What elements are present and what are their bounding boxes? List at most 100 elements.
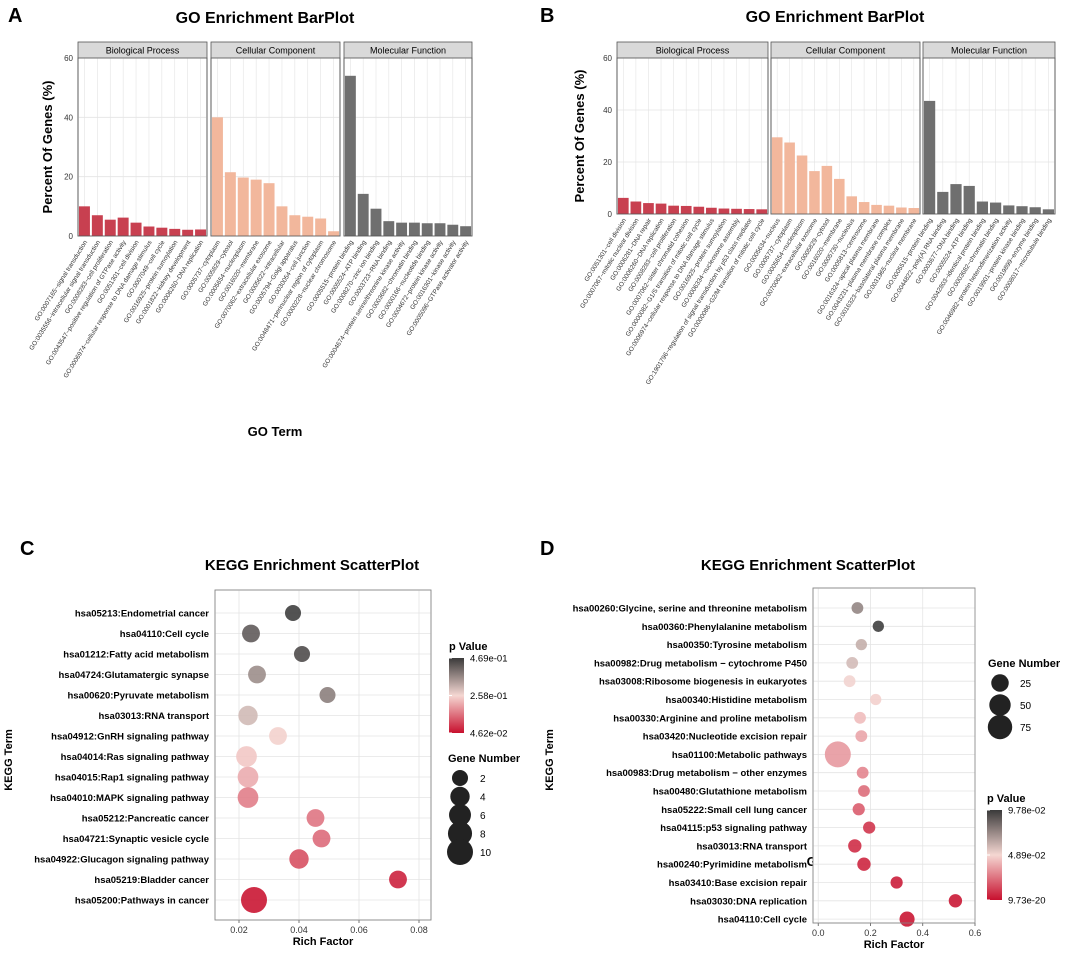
y-tick-label: hsa00360:Phenylalanine metabolism <box>642 622 807 633</box>
bar <box>396 222 408 236</box>
color-legend-title: p Value <box>449 641 488 653</box>
size-legend-dot <box>447 839 473 865</box>
color-legend-label: 9.78e-02 <box>1008 806 1046 817</box>
y-tick-label: hsa00330:Arginine and proline metabolism <box>613 713 807 724</box>
plot-border <box>214 589 432 921</box>
data-point <box>854 711 866 724</box>
plot-border <box>812 587 976 924</box>
size-legend-title: Gene Number <box>448 753 521 765</box>
bar <box>1003 205 1015 214</box>
y-tick-label: 0 <box>69 232 74 241</box>
bar <box>668 205 679 214</box>
bar <box>250 179 262 236</box>
color-legend-title: p Value <box>987 793 1026 805</box>
size-legend-dot <box>449 804 471 826</box>
data-point <box>863 821 876 834</box>
size-legend-label: 10 <box>480 848 492 859</box>
x-tick-label: 0.6 <box>969 928 982 938</box>
y-tick-label: hsa05200:Pathways in cancer <box>75 896 209 907</box>
bar <box>460 226 472 236</box>
facet-border <box>77 57 208 237</box>
x-tick-label: 0.4 <box>916 928 929 938</box>
bar <box>237 177 249 236</box>
bar <box>117 217 129 236</box>
data-point <box>237 766 259 788</box>
color-legend-label: 4.69e-01 <box>470 654 508 665</box>
data-point <box>824 741 851 768</box>
bar <box>950 184 962 214</box>
facet-border <box>343 57 473 237</box>
bar <box>989 202 1002 214</box>
bar <box>731 208 742 214</box>
facet-strip-label: Cellular Component <box>806 46 886 56</box>
bar <box>896 207 907 214</box>
bar <box>883 205 895 214</box>
y-tick-label: hsa05213:Endometrial cancer <box>75 609 209 620</box>
color-legend-label: 4.89e-02 <box>1008 851 1046 862</box>
facet-strip-label: Molecular Function <box>370 46 446 56</box>
bar <box>693 206 705 214</box>
data-point <box>241 887 267 913</box>
y-tick-label: hsa00340:Histidine metabolism <box>666 695 808 706</box>
y-tick-label: hsa04922:Glucagon signaling pathway <box>34 855 209 866</box>
facet-strip-label: Molecular Function <box>951 46 1027 56</box>
bar <box>923 100 936 214</box>
y-axis-label: Percent Of Genes (%) <box>40 81 55 214</box>
size-legend-label: 6 <box>480 811 486 822</box>
y-tick-label: hsa01100:Metabolic pathways <box>672 750 807 761</box>
facet-border <box>210 57 341 237</box>
panel-label-d: D <box>540 538 554 560</box>
size-legend-dot <box>450 786 470 807</box>
y-tick-label: hsa04015:Rap1 signaling pathway <box>55 773 210 784</box>
bar <box>370 208 382 236</box>
y-tick-label: hsa04010:MAPK signaling pathway <box>50 793 210 804</box>
y-tick-label: 40 <box>64 113 73 122</box>
go-barplot-a: GO Enrichment BarPlot Percent Of Genes (%… <box>28 10 473 439</box>
bar <box>195 229 207 236</box>
data-point <box>269 727 287 745</box>
color-legend-label: 4.62e-02 <box>470 729 508 740</box>
size-legend-dot <box>987 714 1013 740</box>
data-point <box>857 857 871 871</box>
y-tick-label: hsa04110:Cell cycle <box>718 915 807 926</box>
x-axis-label: GO Term <box>248 424 303 439</box>
bar <box>182 229 194 236</box>
data-point <box>856 766 869 779</box>
facet-panel <box>77 57 208 237</box>
bar <box>130 222 142 236</box>
color-bar <box>449 658 464 733</box>
bar <box>771 137 783 214</box>
data-point <box>843 675 856 688</box>
size-legend-label: 2 <box>480 774 486 785</box>
bar <box>447 224 459 236</box>
bar <box>784 142 795 214</box>
chart-title: KEGG Enrichment ScatterPlot <box>701 557 915 574</box>
y-tick-label: hsa04110:Cell cycle <box>120 629 209 640</box>
bar <box>1029 207 1041 214</box>
bar <box>143 226 155 236</box>
data-point <box>238 705 258 726</box>
x-tick-label: 0.0 <box>812 928 825 938</box>
facet-panel <box>616 57 769 215</box>
data-point <box>870 693 882 706</box>
size-legend-title: Gene Number <box>988 658 1061 670</box>
data-point <box>855 638 867 651</box>
data-point <box>284 604 302 622</box>
kegg-scatter-d: KEGG Enrichment ScatterPlot 0.0 0.2 0.4 0.6 h… <box>544 557 1061 951</box>
data-point <box>242 624 260 643</box>
y-axis-label: KEGG Term <box>3 729 15 791</box>
bar <box>289 215 301 236</box>
bar <box>718 208 730 214</box>
data-point <box>858 785 870 797</box>
data-point <box>237 787 259 808</box>
y-tick-label: hsa05212:Pancreatic cancer <box>82 814 210 825</box>
bar <box>796 155 808 214</box>
bar <box>302 216 314 236</box>
bar <box>963 185 975 214</box>
bar <box>156 227 168 236</box>
bar <box>91 215 103 236</box>
bar <box>328 231 340 236</box>
y-tick-label: hsa00480:Glutathione metabolism <box>653 787 807 798</box>
